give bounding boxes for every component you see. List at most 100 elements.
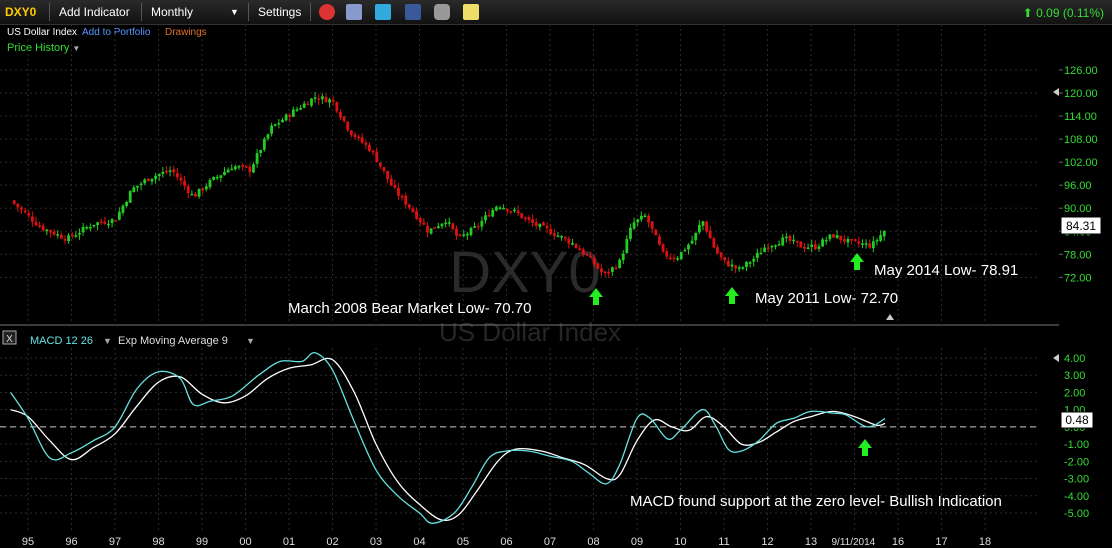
candle-body (342, 116, 346, 122)
candle-body (650, 221, 654, 229)
resize-triangle-icon[interactable] (886, 314, 894, 320)
candle-body (20, 207, 23, 210)
candle-body (567, 238, 571, 244)
candle-body (803, 246, 806, 249)
candle-body (469, 228, 473, 236)
candle-body (806, 247, 810, 250)
candle-body (194, 193, 197, 197)
candle-body (792, 239, 795, 242)
candle-body (223, 171, 226, 176)
binoculars-icon[interactable] (434, 4, 450, 20)
candle-body (262, 138, 266, 150)
add-indicator-button[interactable]: Add Indicator (59, 5, 130, 19)
x-tick-label: 18 (979, 536, 991, 548)
x-tick-label: 10 (674, 536, 686, 548)
candle-body (107, 223, 110, 226)
candle-body (857, 241, 861, 244)
price-history-dropdown[interactable]: Price History ▼ (7, 42, 80, 54)
candle-body (67, 235, 70, 242)
candle-body (397, 188, 400, 196)
candle-body (455, 228, 458, 236)
candle-body (121, 205, 125, 213)
candle-body (621, 253, 625, 261)
candle-body (578, 248, 582, 251)
symbol-field[interactable]: DXY0 (5, 5, 37, 19)
candle-body (237, 165, 241, 168)
candle-body (175, 173, 179, 178)
candle-body (38, 225, 41, 227)
period-dropdown[interactable]: Monthly (151, 5, 194, 19)
candle-body (516, 210, 520, 214)
candle-body (255, 153, 259, 164)
x-tick-label: 04 (413, 536, 425, 548)
candle-body (426, 225, 429, 233)
candle-body (726, 260, 730, 267)
candle-body (759, 252, 763, 255)
candle-body (70, 234, 74, 237)
facebook-icon[interactable] (405, 4, 421, 20)
last-macd-box (1060, 411, 1094, 429)
candle-body (157, 173, 161, 177)
x-tick-label: 97 (109, 536, 121, 548)
drawings-link[interactable]: Drawings (165, 27, 207, 38)
candle-body (197, 188, 201, 197)
notes-icon[interactable] (463, 4, 479, 20)
candle-body (520, 213, 524, 218)
chevron-down-icon[interactable]: ▼ (103, 336, 112, 346)
settings-button[interactable]: Settings (258, 5, 302, 19)
candle-body (795, 240, 799, 243)
macd-label[interactable]: MACD 12 26 (30, 335, 93, 347)
y-tick-label: 72.00 (1064, 272, 1092, 284)
x-tick-label: 9/11/2014 (832, 537, 876, 548)
candle-body (99, 221, 103, 223)
candle-body (458, 234, 462, 237)
candle-body (368, 144, 371, 152)
candle-body (12, 200, 16, 204)
candle-body (63, 238, 67, 241)
scale-marker-icon[interactable] (1053, 88, 1059, 96)
candle-body (346, 121, 350, 131)
alarm-clock-icon[interactable] (319, 4, 335, 20)
candle-body (560, 235, 563, 238)
portfolio-icon[interactable] (346, 4, 362, 20)
toolbar-separator (141, 3, 142, 21)
candle-body (774, 245, 777, 247)
signal-label[interactable]: Exp Moving Average 9 (118, 335, 228, 347)
candle-body (484, 215, 487, 221)
candle-body (571, 243, 574, 245)
candle-body (34, 221, 38, 226)
candle-body (784, 236, 788, 239)
candle-body (549, 228, 553, 235)
y-tick-label: 126.00 (1064, 65, 1098, 77)
candle-body (252, 164, 255, 173)
chevron-down-icon[interactable]: ▼ (246, 336, 255, 346)
candle-body (114, 220, 118, 222)
candle-body (353, 134, 357, 138)
candle-body (143, 179, 147, 184)
candle-body (74, 235, 78, 237)
candle-body (291, 109, 295, 117)
scale-marker-icon[interactable] (1053, 354, 1059, 362)
add-to-portfolio-link[interactable]: Add to Portfolio (82, 27, 151, 38)
candle-body (78, 233, 81, 235)
candle-body (676, 258, 679, 260)
candle-body (574, 243, 578, 248)
x-tick-label: 03 (370, 536, 382, 548)
candle-body (404, 195, 408, 205)
close-panel-button[interactable] (2, 330, 17, 345)
candle-body (868, 243, 872, 248)
candle-body (146, 178, 150, 182)
candle-body (672, 257, 676, 260)
twitter-icon[interactable] (375, 4, 391, 20)
candle-body (600, 268, 603, 273)
candle-body (415, 210, 418, 219)
chevron-down-icon[interactable]: ▼ (230, 7, 239, 17)
candle-body (168, 170, 172, 172)
candle-body (310, 98, 313, 106)
candle-body (882, 231, 886, 237)
candle-body (328, 99, 331, 103)
candle-body (538, 223, 542, 227)
toolbar-separator (248, 3, 249, 21)
candle-body (523, 217, 527, 220)
